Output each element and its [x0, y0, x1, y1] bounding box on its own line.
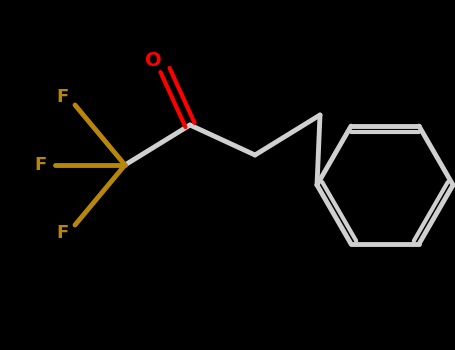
Text: O: O [145, 50, 162, 70]
Text: F: F [57, 88, 69, 106]
Text: F: F [57, 224, 69, 242]
Text: F: F [35, 156, 47, 174]
